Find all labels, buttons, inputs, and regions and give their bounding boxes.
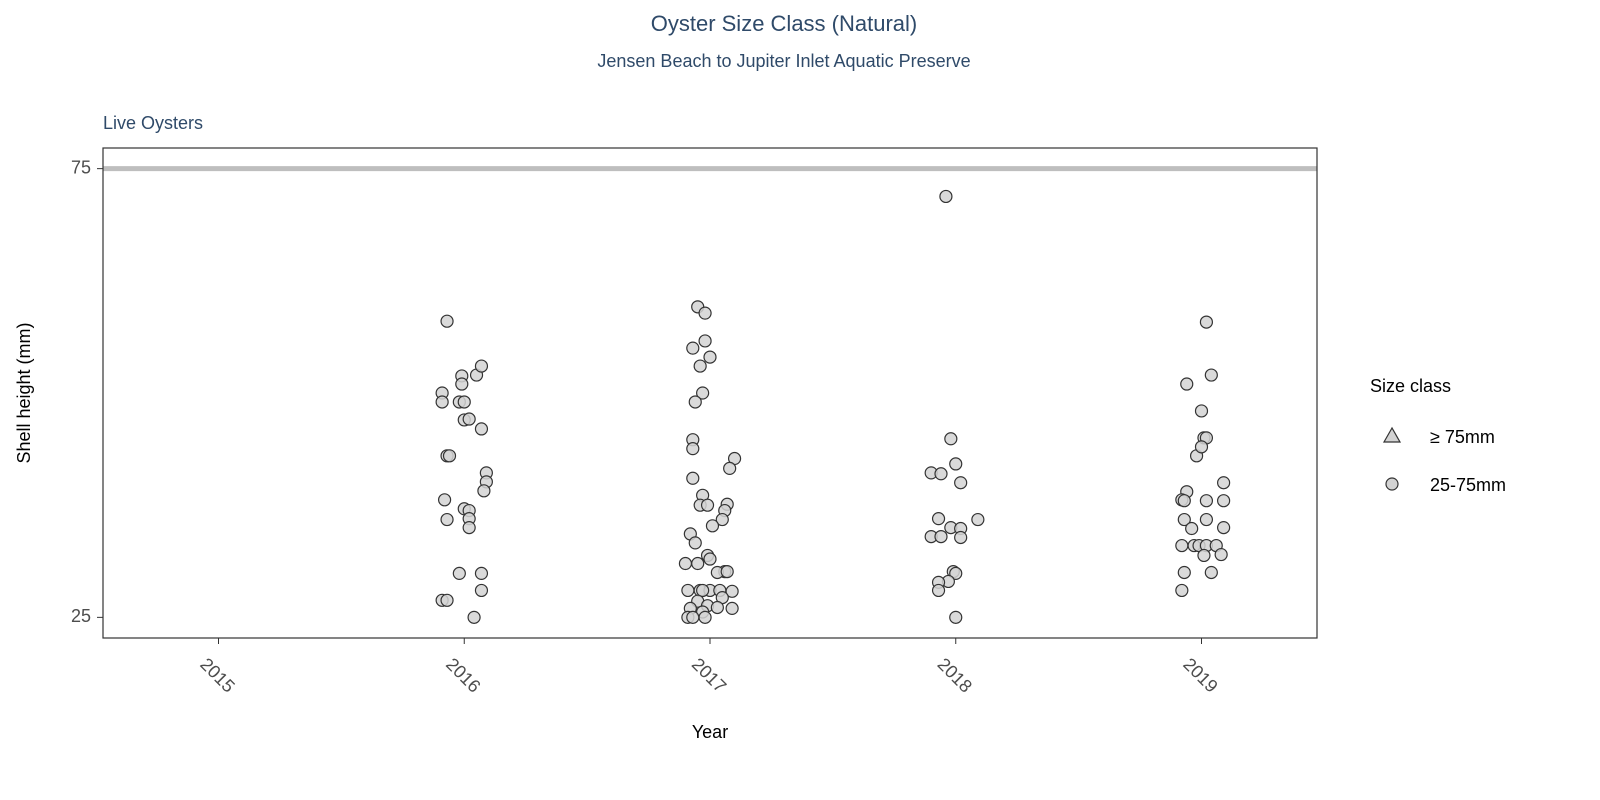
point (440, 512, 454, 527)
chart-subtitle: Jensen Beach to Jupiter Inlet Aquatic Pr… (597, 51, 970, 71)
point (474, 359, 489, 373)
point (691, 556, 705, 571)
point (1177, 494, 1191, 508)
point (698, 306, 712, 320)
point (1180, 377, 1194, 391)
point (954, 476, 968, 490)
point (467, 610, 481, 624)
point (698, 334, 712, 348)
y-tick-label: 25 (71, 606, 91, 626)
point (954, 530, 968, 545)
point (944, 432, 958, 446)
x-axis-label: Year (692, 722, 728, 742)
point (688, 395, 702, 409)
point (681, 583, 695, 598)
plot-border (102, 147, 1318, 639)
point (1194, 404, 1209, 418)
point (1199, 315, 1214, 329)
point (1177, 512, 1191, 527)
point (949, 457, 963, 471)
point (703, 552, 717, 566)
legend-label: ≥ 75mm (1430, 427, 1495, 447)
point (703, 350, 717, 364)
point (455, 377, 469, 391)
point (693, 359, 707, 373)
point (686, 341, 700, 355)
point (720, 564, 734, 579)
point (1175, 583, 1189, 598)
point (457, 395, 471, 409)
point (931, 512, 946, 526)
point (971, 512, 985, 527)
point (1204, 565, 1218, 580)
point (715, 512, 729, 527)
point (934, 529, 948, 544)
legend-marker (1382, 426, 1402, 443)
point (1217, 521, 1231, 535)
point (686, 610, 700, 624)
point (939, 189, 953, 204)
point (710, 600, 724, 615)
point (440, 314, 454, 328)
point (949, 566, 963, 580)
point (1199, 512, 1214, 527)
point (435, 395, 449, 409)
point (700, 498, 715, 512)
point (1217, 476, 1231, 490)
legend-title: Size class (1370, 376, 1451, 396)
point (723, 461, 737, 475)
panel-title: Live Oysters (103, 113, 203, 133)
point (931, 583, 946, 598)
point (678, 556, 693, 571)
point (437, 493, 452, 507)
point (705, 519, 720, 533)
point (1217, 494, 1231, 508)
point (1177, 565, 1191, 580)
point (1204, 368, 1218, 382)
point (696, 386, 710, 400)
legend-marker (1385, 477, 1399, 491)
point (1175, 538, 1189, 553)
point (1194, 440, 1209, 454)
point (477, 484, 491, 498)
point (462, 412, 476, 426)
point (949, 610, 963, 624)
point (474, 583, 489, 598)
point (1199, 494, 1214, 508)
point (698, 610, 712, 624)
legend-label: 25-75mm (1430, 475, 1506, 495)
point (934, 467, 948, 481)
point (462, 521, 476, 535)
point (442, 449, 457, 463)
point (686, 442, 700, 456)
point (696, 583, 710, 598)
y-axis-label: Shell height (mm) (14, 322, 34, 463)
point (725, 601, 739, 615)
point (440, 593, 454, 607)
point (474, 422, 489, 436)
point (1214, 547, 1228, 562)
chart-title: Oyster Size Class (Natural) (651, 11, 918, 36)
y-tick-label: 75 (71, 157, 91, 177)
point (688, 536, 702, 550)
point (474, 566, 489, 580)
point (1185, 521, 1199, 536)
point (452, 566, 466, 580)
point (686, 471, 700, 485)
point (1197, 548, 1211, 563)
